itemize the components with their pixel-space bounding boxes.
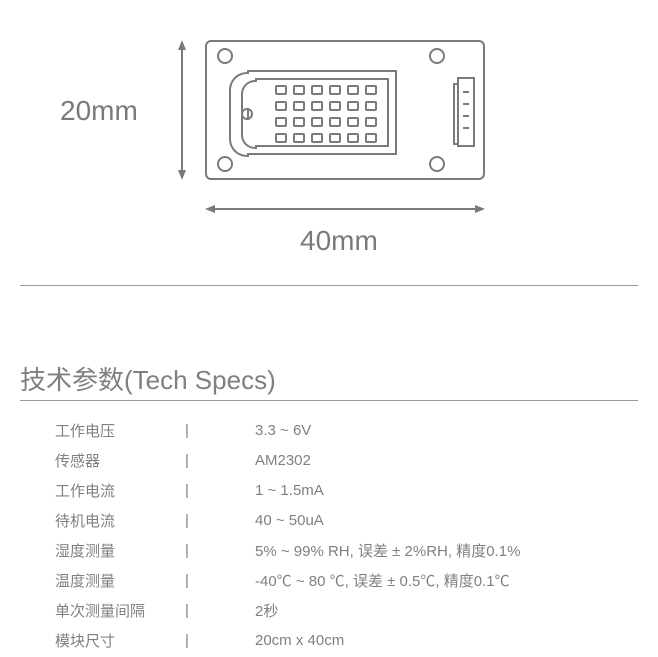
separator: | — [185, 512, 255, 529]
spec-row: 传感器|AM2302 — [55, 445, 635, 475]
spec-label: 单次测量间隔 — [55, 600, 185, 621]
grille-slot-icon — [329, 133, 341, 143]
spec-value: 40 ~ 50uA — [255, 512, 635, 529]
sensor-body — [247, 70, 397, 155]
section-title: 技术参数(Tech Specs) — [20, 360, 276, 397]
grille-slot-icon — [275, 85, 287, 95]
spec-row: 模块尺寸|20cm x 40cm — [55, 625, 635, 655]
sensor-grille — [275, 85, 377, 143]
pin-icon — [463, 91, 469, 93]
spec-label: 工作电压 — [55, 420, 185, 441]
height-label: 20mm — [60, 95, 138, 127]
width-label: 40mm — [300, 225, 378, 257]
spec-label: 温度测量 — [55, 570, 185, 591]
grille-slot-icon — [293, 85, 305, 95]
spec-value: -40℃ ~ 80 ℃, 误差 ± 0.5℃, 精度0.1℃ — [255, 570, 635, 591]
spec-value: 2秒 — [255, 600, 635, 621]
divider — [20, 400, 638, 401]
arrow-right-icon — [475, 205, 485, 213]
mount-hole-icon — [217, 48, 233, 64]
separator: | — [185, 572, 255, 589]
spec-value: 1 ~ 1.5mA — [255, 482, 635, 499]
spec-row: 温度测量|-40℃ ~ 80 ℃, 误差 ± 0.5℃, 精度0.1℃ — [55, 565, 635, 595]
grille-slot-icon — [329, 117, 341, 127]
separator: | — [185, 422, 255, 439]
sensor-inner — [255, 78, 389, 147]
grille-slot-icon — [293, 133, 305, 143]
separator: | — [185, 632, 255, 649]
spec-value: AM2302 — [255, 452, 635, 469]
separator: | — [185, 602, 255, 619]
grille-slot-icon — [311, 133, 323, 143]
separator: | — [185, 542, 255, 559]
grille-slot-icon — [311, 117, 323, 127]
hdim-line — [211, 208, 479, 210]
arrow-down-icon — [178, 170, 186, 180]
grille-slot-icon — [365, 117, 377, 127]
spec-row: 工作电流|1 ~ 1.5mA — [55, 475, 635, 505]
mount-hole-icon — [429, 156, 445, 172]
pin-icon — [463, 103, 469, 105]
dimension-diagram: 20mm 40mm — [0, 10, 658, 260]
spec-label: 传感器 — [55, 450, 185, 471]
grille-slot-icon — [347, 133, 359, 143]
grille-slot-icon — [329, 101, 341, 111]
separator: | — [185, 452, 255, 469]
grille-slot-icon — [365, 133, 377, 143]
grille-slot-icon — [293, 101, 305, 111]
pin-icon — [463, 115, 469, 117]
grille-slot-icon — [365, 101, 377, 111]
connector-icon — [457, 77, 475, 147]
separator: | — [185, 482, 255, 499]
grille-slot-icon — [275, 117, 287, 127]
mount-hole-icon — [217, 156, 233, 172]
mount-hole-icon — [429, 48, 445, 64]
spec-row: 工作电压|3.3 ~ 6V — [55, 415, 635, 445]
spec-row: 单次测量间隔|2秒 — [55, 595, 635, 625]
grille-slot-icon — [275, 101, 287, 111]
grille-slot-icon — [293, 117, 305, 127]
grille-slot-icon — [347, 117, 359, 127]
spec-row: 湿度测量|5% ~ 99% RH, 误差 ± 2%RH, 精度0.1% — [55, 535, 635, 565]
grille-slot-icon — [329, 85, 341, 95]
grille-slot-icon — [347, 101, 359, 111]
module-outline — [205, 40, 485, 180]
grille-slot-icon — [365, 85, 377, 95]
vdim-line — [181, 46, 183, 174]
spec-label: 湿度测量 — [55, 540, 185, 561]
grille-slot-icon — [347, 85, 359, 95]
spec-label: 待机电流 — [55, 510, 185, 531]
spec-label: 模块尺寸 — [55, 630, 185, 651]
spec-label: 工作电流 — [55, 480, 185, 501]
spec-value: 20cm x 40cm — [255, 632, 635, 649]
grille-slot-icon — [311, 85, 323, 95]
spec-value: 3.3 ~ 6V — [255, 422, 635, 439]
grille-slot-icon — [275, 133, 287, 143]
specs-table: 工作电压|3.3 ~ 6V传感器|AM2302工作电流|1 ~ 1.5mA待机电… — [55, 415, 635, 655]
spec-value: 5% ~ 99% RH, 误差 ± 2%RH, 精度0.1% — [255, 540, 635, 561]
pin-icon — [463, 127, 469, 129]
divider — [20, 285, 638, 286]
grille-slot-icon — [311, 101, 323, 111]
spec-row: 待机电流|40 ~ 50uA — [55, 505, 635, 535]
